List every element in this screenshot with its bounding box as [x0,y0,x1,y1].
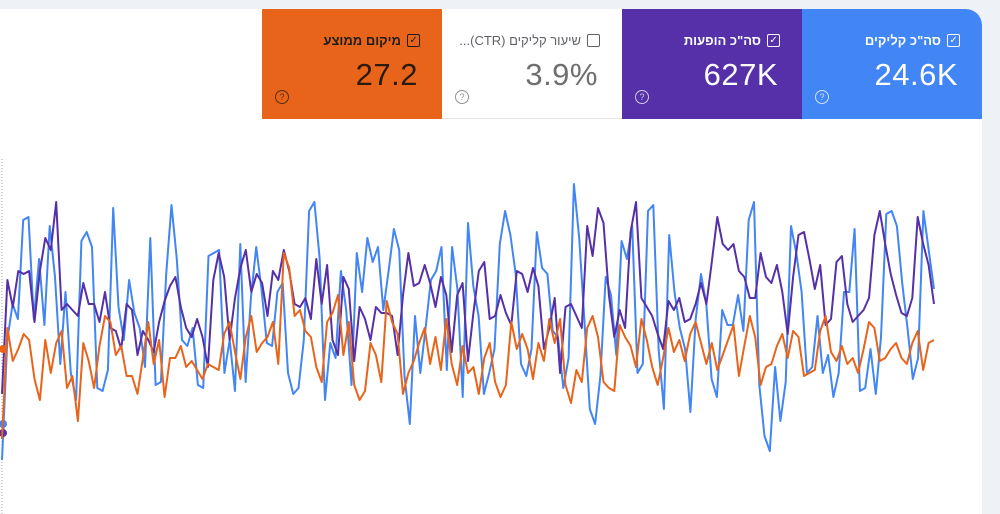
impressions-header: ✓ סה"כ הופעות [684,33,780,48]
impressions-value: 627K [703,57,778,92]
metric-tiles: ✓ מיקום ממוצע 27.2 ? שיעור קליקים (CTR).… [262,9,982,119]
impressions-checkbox[interactable]: ✓ [767,34,780,47]
ctr-label: שיעור קליקים (CTR)... [459,33,581,48]
clicks-header: ✓ סה"כ קליקים [865,33,960,48]
series-line-2 [1,252,935,440]
ctr-header: שיעור קליקים (CTR)... [459,33,600,48]
impressions-tile[interactable]: ✓ סה"כ הופעות 627K ? [622,9,802,119]
clicks-checkbox[interactable]: ✓ [947,34,960,47]
series-line-1 [1,201,935,395]
ctr-value: 3.9% [525,57,598,92]
help-icon[interactable]: ? [455,90,469,104]
series-start-point-2 [0,345,7,353]
ctr-checkbox[interactable] [587,34,600,47]
performance-card: ✓ מיקום ממוצע 27.2 ? שיעור קליקים (CTR).… [0,9,982,514]
series-line-0 [1,183,935,461]
average-position-tile[interactable]: ✓ מיקום ממוצע 27.2 ? [262,9,442,119]
clicks-label: סה"כ קליקים [864,33,941,48]
clicks-value: 24.6K [874,57,958,92]
clicks-tile[interactable]: ✓ סה"כ קליקים 24.6K ? [802,9,982,119]
impressions-label: סה"כ הופעות [683,33,761,48]
average-position-value: 27.2 [355,57,418,92]
average-position-label: מיקום ממוצע [323,33,401,48]
average-position-checkbox[interactable]: ✓ [407,34,420,47]
help-icon[interactable]: ? [815,90,829,104]
help-icon[interactable]: ? [635,90,649,104]
help-icon[interactable]: ? [275,90,289,104]
ctr-tile[interactable]: שיעור קליקים (CTR)... 3.9% ? [442,9,622,119]
series-start-point-1 [0,429,7,437]
average-position-header: ✓ מיקום ממוצע [323,33,420,48]
performance-line-chart[interactable] [0,119,982,514]
